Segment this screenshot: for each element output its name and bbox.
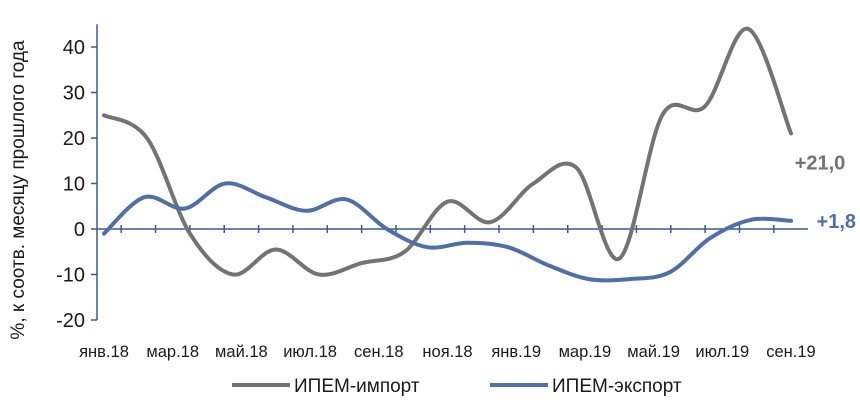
x-tick-label: янв.19 <box>491 343 541 361</box>
series-line-2 <box>102 181 793 283</box>
x-tick-label: сен.18 <box>354 343 403 361</box>
legend-label: ИПЕМ-экспорт <box>552 376 682 397</box>
legend: ИПЕМ-импорт ИПЕМ-экспорт <box>232 376 682 397</box>
x-tick-label: май.18 <box>215 343 268 361</box>
y-tick-label: -10 <box>56 265 85 287</box>
x-ticks: янв.18 мар.18 май.18 июл.18 сен.18 ноя.18 янв.… <box>79 225 816 361</box>
x-tick-label: янв.18 <box>79 343 129 361</box>
legend-item-1: ИПЕМ-импорт <box>232 376 420 397</box>
x-tick-label: май.19 <box>627 343 680 361</box>
x-tick-label: июл.19 <box>695 343 749 361</box>
x-tick-label: сен.19 <box>766 343 815 361</box>
end-labels: +21,0 +1,8 <box>795 152 856 232</box>
y-tick-label: 20 <box>63 128 85 150</box>
y-tick-label: 0 <box>74 219 85 241</box>
y-axis-title: %, к соотв. месяцу прошлого года <box>8 40 29 340</box>
x-tick-label: ноя.18 <box>422 343 472 361</box>
legend-item-2: ИПЕМ-экспорт <box>490 376 682 397</box>
x-tick-label: июл.18 <box>283 343 337 361</box>
y-tick-label: 40 <box>63 37 85 59</box>
y-tick-label: -20 <box>56 310 85 332</box>
legend-label: ИПЕМ-импорт <box>294 376 420 397</box>
x-tick-label: мар.19 <box>559 343 612 361</box>
series-end-label-2: +1,8 <box>817 211 856 233</box>
series-end-label-1: +21,0 <box>795 152 846 174</box>
series-lines <box>102 26 793 283</box>
y-ticks: -20 -10 0 10 20 30 40 <box>56 37 97 332</box>
axes <box>96 24 808 320</box>
series-line-1 <box>102 26 793 277</box>
x-tick-label: мар.18 <box>146 343 199 361</box>
y-tick-label: 10 <box>63 174 85 196</box>
y-tick-label: 30 <box>63 83 85 105</box>
